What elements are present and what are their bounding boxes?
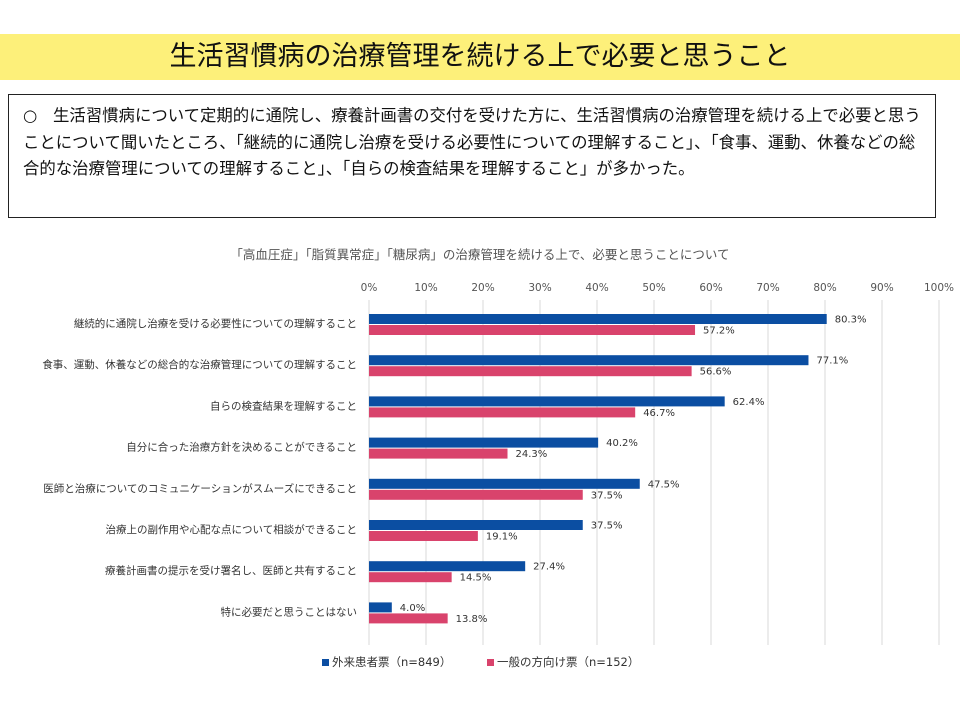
summary-box: ○ 生活習慣病について定期的に通院し、療養計画書の交付を受けた方に、生活習慣病の治…: [8, 94, 936, 218]
bar: [369, 325, 696, 335]
bar: [369, 531, 478, 541]
x-tick-label: 80%: [813, 282, 836, 294]
summary-bullet: ○: [23, 106, 38, 125]
data-label: 56.6%: [700, 367, 732, 378]
x-tick-label: 70%: [756, 282, 779, 294]
data-label: 4.0%: [400, 603, 425, 614]
bar: [369, 407, 636, 418]
bar: [369, 613, 448, 624]
bar: [369, 366, 692, 377]
bar: [369, 572, 452, 583]
legend-swatch: [322, 659, 329, 666]
title-band: [0, 34, 960, 80]
data-label: 13.8%: [456, 614, 488, 625]
data-label: 57.2%: [703, 326, 735, 337]
data-label: 40.2%: [606, 438, 638, 449]
bar: [369, 396, 725, 407]
legend-entry: 一般の方向け票（n=152）: [497, 655, 639, 669]
page-title: 生活習慣病の治療管理を続ける上で必要と思うこと: [169, 41, 791, 72]
x-tick-label: 0%: [361, 282, 378, 294]
category-label: 継続的に通院し治療を受ける必要性についての理解すること: [74, 317, 357, 330]
data-label: 24.3%: [516, 449, 548, 460]
data-label: 47.5%: [648, 479, 680, 490]
category-label: 自分に合った治療方針を決めることができること: [126, 441, 357, 454]
category-label: 特に必要だと思うことはない: [221, 605, 358, 618]
x-tick-label: 20%: [471, 282, 494, 294]
data-label: 27.4%: [533, 562, 565, 573]
data-label: 37.5%: [591, 521, 623, 532]
category-label: 治療上の副作用や心配な点について相談ができること: [106, 523, 357, 536]
bar: [369, 602, 392, 613]
x-tick-label: 10%: [414, 282, 437, 294]
category-label: 医師と治療についてのコミュニケーションがスムーズにできること: [43, 482, 357, 495]
legend-entry: 外来患者票（n=849）: [332, 655, 451, 669]
data-label: 37.5%: [591, 490, 623, 501]
x-tick-label: 50%: [642, 282, 665, 294]
x-tick-label: 40%: [585, 282, 608, 294]
category-label: 食事、運動、休養などの総合的な治療管理についての理解すること: [42, 358, 357, 371]
summary-text: 生活習慣病について定期的に通院し、療養計画書の交付を受けた方に、生活習慣病の治療…: [23, 106, 921, 178]
data-label: 46.7%: [643, 408, 675, 419]
bar: [369, 314, 827, 324]
bar: [369, 355, 809, 366]
data-label: 14.5%: [460, 573, 492, 584]
bar: [369, 437, 599, 448]
legend-swatch: [487, 659, 494, 666]
data-label: 62.4%: [733, 397, 765, 408]
bar: [369, 520, 583, 530]
bar: [369, 448, 508, 459]
data-label: 77.1%: [816, 356, 848, 367]
bar: [369, 489, 583, 500]
x-tick-label: 90%: [870, 282, 893, 294]
data-label: 19.1%: [486, 532, 518, 543]
x-tick-label: 100%: [924, 282, 954, 294]
x-tick-label: 60%: [699, 282, 722, 294]
bar: [369, 561, 526, 572]
bar: [369, 478, 640, 489]
data-label: 80.3%: [835, 315, 867, 326]
chart-title: 「高血圧症」「脂質異常症」「糖尿病」の治療管理を続ける上で、必要と思うことについ…: [230, 247, 730, 262]
category-label: 自らの検査結果を理解すること: [210, 399, 357, 412]
x-tick-label: 30%: [528, 282, 551, 294]
category-label: 療養計画書の提示を受け署名し、医師と共有すること: [105, 564, 357, 577]
